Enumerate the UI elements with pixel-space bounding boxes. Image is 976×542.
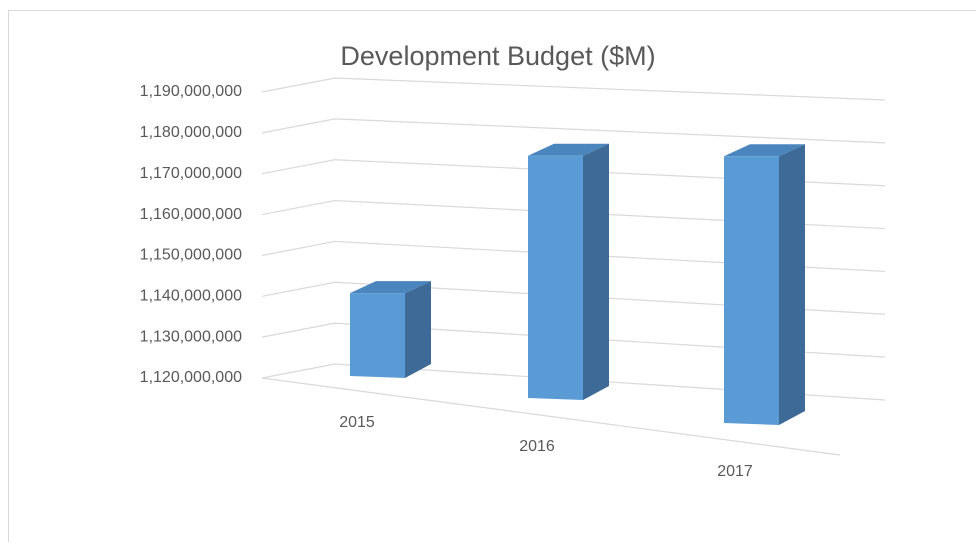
- grid-line: [261, 240, 886, 273]
- y-tick-label: 1,130,000,000: [140, 328, 242, 345]
- x-tick-label: 2016: [519, 438, 555, 455]
- grid-line: [261, 77, 886, 101]
- y-tick-label: 1,120,000,000: [140, 369, 242, 386]
- bar: [528, 155, 583, 400]
- bar-side: [583, 143, 609, 400]
- bar: [724, 156, 779, 426]
- x-tick-label: 2015: [339, 414, 375, 431]
- y-tick-label: 1,190,000,000: [140, 83, 242, 100]
- bar-side: [405, 281, 431, 378]
- chart-border: [8, 10, 976, 542]
- bar-side: [779, 144, 805, 426]
- y-tick-label: 1,150,000,000: [140, 247, 242, 264]
- grid-line: [261, 199, 886, 230]
- grid-line: [261, 281, 886, 315]
- floor-edge: [261, 377, 841, 456]
- grid-line: [261, 322, 886, 358]
- y-tick-label: 1,180,000,000: [140, 124, 242, 141]
- y-tick-label: 1,140,000,000: [140, 288, 242, 305]
- y-tick-label: 1,170,000,000: [140, 165, 242, 182]
- grid-line: [261, 159, 886, 187]
- bar: [350, 293, 405, 378]
- x-tick-label: 2017: [717, 463, 753, 480]
- bar-top: [724, 144, 805, 157]
- y-tick-label: 1,160,000,000: [140, 206, 242, 223]
- chart-title: Development Budget ($M): [340, 41, 655, 71]
- grid-line: [261, 363, 886, 401]
- bar-top: [350, 281, 431, 294]
- bar-top: [528, 143, 609, 156]
- grid-line: [261, 118, 886, 144]
